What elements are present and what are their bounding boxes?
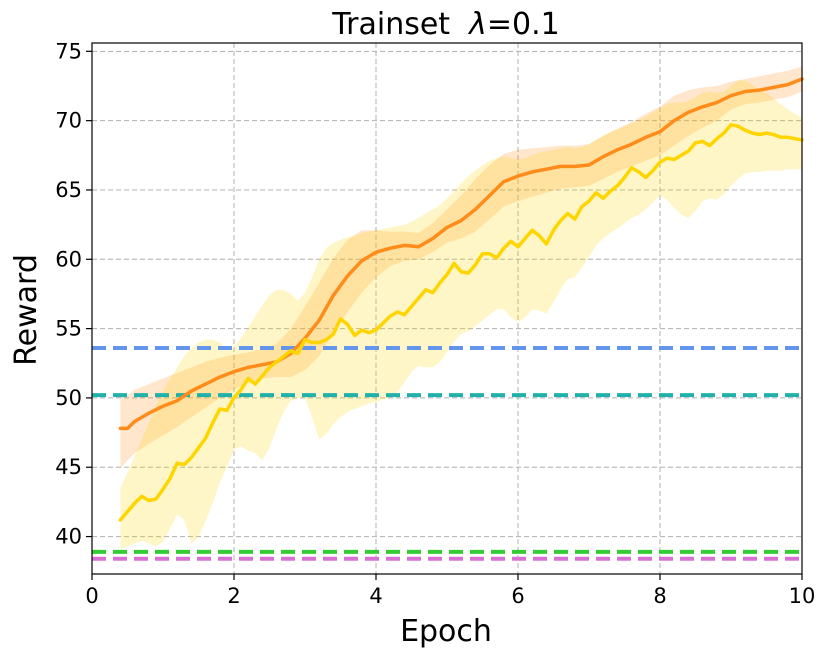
chart-title: Trainset λ=0.1: [331, 7, 560, 42]
y-tick-label-1: 45: [55, 455, 82, 479]
x-tick-label-1: 2: [227, 584, 240, 608]
x-tick-label-5: 10: [789, 584, 816, 608]
y-tick-label-5: 65: [55, 178, 82, 202]
series-0-band: [120, 66, 802, 469]
series-1-line: [118, 123, 804, 522]
y-tick-label-6: 70: [55, 109, 82, 133]
x-tick-label-0: 0: [85, 584, 98, 608]
y-tick-label-4: 60: [55, 247, 82, 271]
reference-lines: [92, 346, 802, 561]
series-1-band: [120, 80, 802, 550]
y-tick-label-7: 75: [55, 39, 82, 63]
y-tick-label-3: 55: [55, 317, 82, 341]
confidence-bands: [120, 66, 802, 550]
series-0-line: [118, 77, 804, 431]
y-tick-label-0: 40: [55, 525, 82, 549]
x-tick-label-3: 6: [511, 584, 524, 608]
x-axis: 0 2 4 6 8 10: [85, 574, 815, 608]
y-tick-label-2: 50: [55, 386, 82, 410]
series-lines: [118, 77, 804, 522]
y-axis: 40 45 50 55 60 65 70 75: [55, 39, 92, 549]
x-axis-label: Epoch: [400, 614, 492, 649]
x-tick-label-2: 4: [369, 584, 382, 608]
plot-frame: [91, 42, 803, 575]
y-axis-label: Reward: [9, 254, 44, 366]
x-tick-label-4: 8: [653, 584, 666, 608]
